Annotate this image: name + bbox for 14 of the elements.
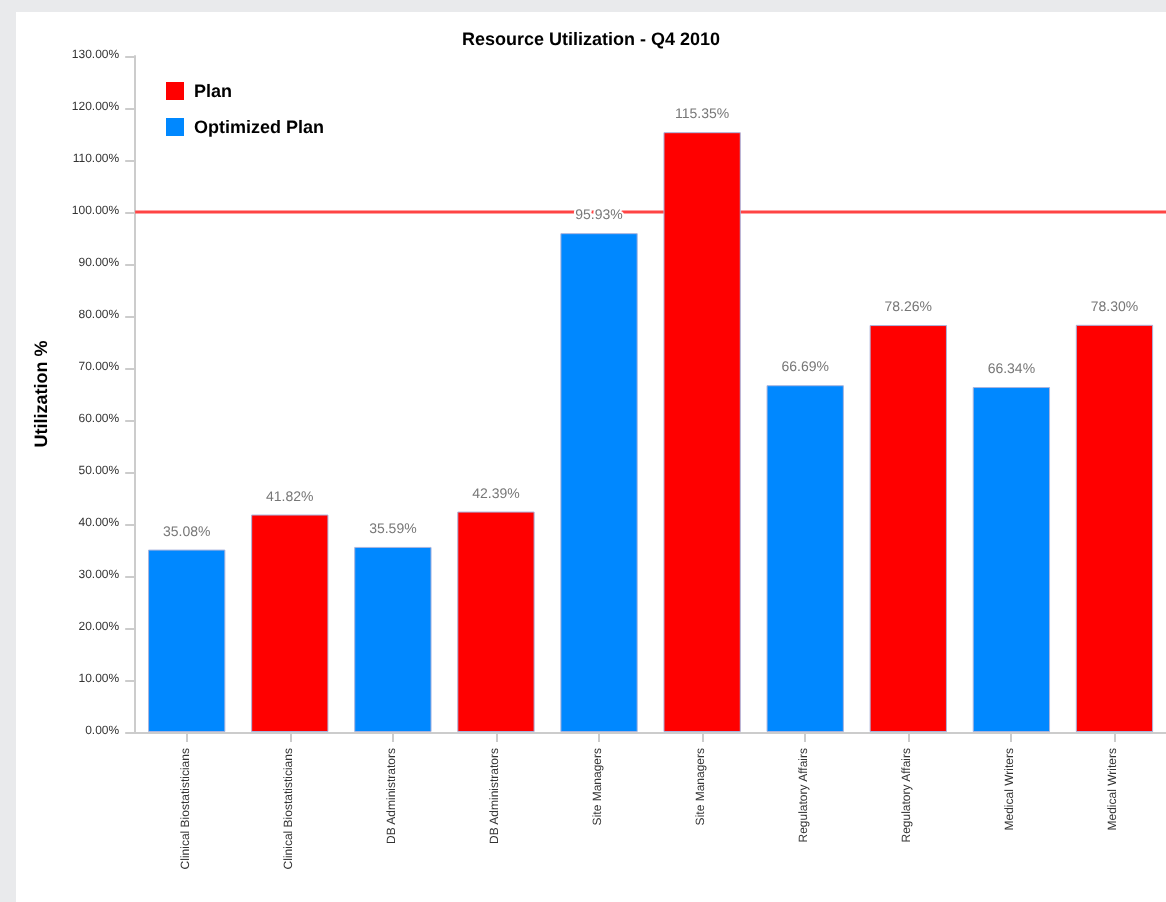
bar <box>457 511 535 732</box>
y-axis-title: Utilization % <box>31 340 51 448</box>
bar <box>972 387 1051 732</box>
bar <box>354 546 432 732</box>
chart-title: Resource Utilization - Q4 2010 <box>461 29 721 49</box>
bar <box>663 132 741 732</box>
bar <box>560 233 638 732</box>
bar <box>251 514 329 732</box>
bar <box>869 325 947 732</box>
bar <box>766 385 844 732</box>
bar <box>148 549 226 732</box>
legend-label: Optimized Plan <box>194 117 325 137</box>
bar <box>1075 324 1154 732</box>
legend-label: Plan <box>194 81 233 101</box>
